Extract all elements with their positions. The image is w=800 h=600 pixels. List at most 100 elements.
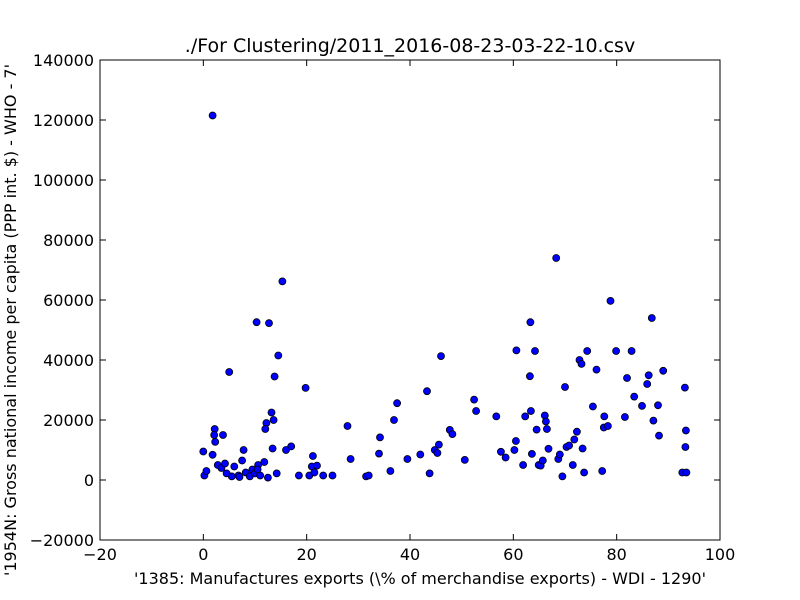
data-point [583,347,592,355]
y-tick-label: −20000 [30,531,94,550]
data-point [433,449,442,457]
data-point [448,430,457,439]
data-point [267,408,276,417]
data-point [222,469,231,478]
data-point [263,473,272,482]
data-point [219,431,227,439]
data-point [282,446,290,454]
data-point [403,455,412,463]
data-point [528,449,536,458]
data-point [630,392,639,401]
y-tick-label: 20000 [43,411,94,430]
x-axis-title: '1385: Manufactures exports (\% of merch… [134,569,706,588]
data-point [577,359,586,368]
data-point [681,443,690,451]
data-point [260,458,269,466]
data-point [604,422,612,430]
data-point [278,277,287,286]
data-point [272,469,281,478]
data-point [199,447,208,456]
data-point [612,347,620,355]
data-point [573,427,581,436]
x-tick-label: 80 [606,545,626,564]
y-axis-title: '1954N: Gross national income per capita… [1,64,20,576]
data-point [364,471,373,480]
data-point [225,368,234,376]
data-point [682,468,691,477]
data-point [589,402,597,411]
data-point [492,412,501,421]
data-point [202,467,211,475]
data-point [552,254,561,262]
data-point [269,416,278,424]
data-point [235,473,244,481]
data-point [386,467,395,475]
data-point [375,449,383,458]
data-point [568,461,577,469]
data-point [598,467,607,475]
data-point [310,468,319,477]
data-point [527,407,535,415]
data-point [555,450,564,459]
data-point [647,314,656,322]
data-point [274,351,283,360]
data-point [600,412,609,421]
data-point [256,471,265,480]
data-point [472,407,481,415]
data-point [519,461,527,469]
data-point [393,399,402,408]
data-point [437,352,445,361]
chart-title: ./For Clustering/2011_2016-08-23-03-22-1… [185,35,635,57]
y-tick-label: 100000 [33,171,94,190]
data-point [208,111,217,120]
data-point [434,440,443,449]
data-point [606,296,615,305]
data-point [238,456,247,465]
data-point [319,471,328,480]
x-tick-label: 20 [296,545,316,564]
data-point [565,441,573,450]
data-point [538,456,547,465]
data-point [268,444,277,453]
data-point [501,453,510,462]
data-point [390,416,398,424]
data-point [208,450,217,459]
data-point [558,472,567,481]
data-point [270,372,279,381]
data-point [521,412,530,421]
data-point [496,447,505,456]
data-point [580,468,588,477]
data-point [210,431,219,439]
data-point [265,319,273,328]
data-point [328,471,337,480]
data-point [542,417,550,426]
x-tick-label: −20 [83,545,117,564]
data-point [623,374,631,382]
data-point [470,395,479,404]
data-point [460,455,469,464]
y-tick-label: 80000 [43,231,94,250]
data-point [425,469,434,478]
data-point [287,442,296,451]
data-point [532,425,541,434]
data-point [221,459,229,468]
data-point [239,446,248,454]
data-point [526,318,535,327]
y-tick-label: 140000 [33,51,94,70]
data-point [512,437,520,445]
data-point [301,383,310,392]
data-point [510,446,519,454]
data-point [294,471,303,480]
data-point [682,426,690,435]
data-point [627,347,636,355]
data-point [343,422,352,430]
data-point [655,431,663,440]
data-point [644,371,653,380]
data-point [230,462,239,471]
data-point [416,450,425,459]
data-point [346,455,355,463]
data-point [561,383,569,391]
y-tick-label: 40000 [43,351,94,370]
